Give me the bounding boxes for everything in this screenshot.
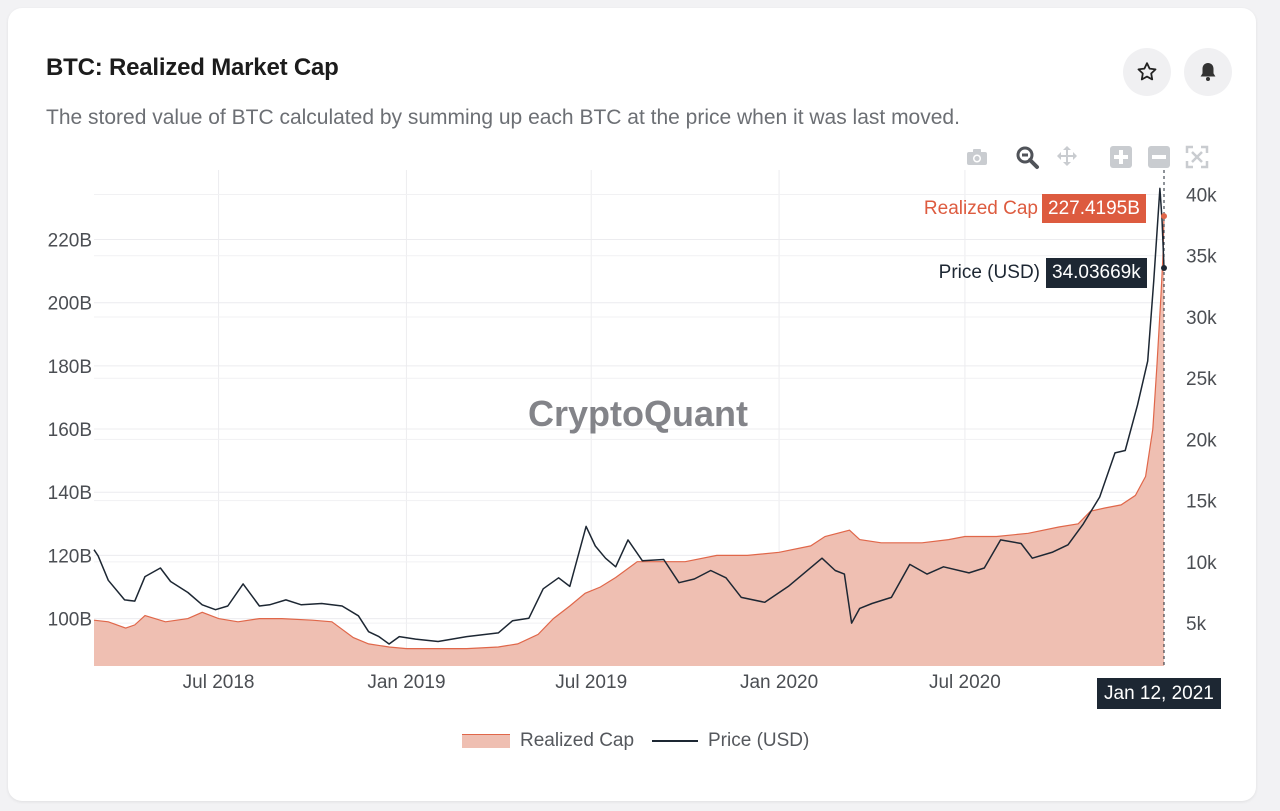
y-left-tick-label: 120B [48,546,92,567]
y-right-tick-label: 15k [1186,492,1217,513]
bell-icon [1200,63,1216,81]
x-tick-label: Jan 2020 [740,672,818,693]
legend-label-price: Price (USD) [708,730,810,751]
zoom-icon[interactable] [1014,144,1040,170]
chart-title: BTC: Realized Market Cap [46,54,339,81]
camera-icon[interactable] [964,144,990,170]
alert-button[interactable] [1184,48,1232,96]
y-right-tick-label: 30k [1186,308,1217,329]
price-tooltip-value: 34.03669k [1046,258,1147,288]
y-right-tick-label: 25k [1186,369,1217,390]
realized-cap-hover-point [1161,213,1167,220]
watermark: CryptoQuant [528,393,748,434]
x-tick-label: Jul 2020 [929,672,1001,693]
y-left-tick-label: 100B [48,610,92,631]
x-tick-label: Jan 2019 [367,672,445,693]
y-right-tick-label: 20k [1186,430,1217,451]
y-left-tick-label: 140B [48,483,92,504]
star-icon [1137,62,1157,81]
legend-swatch-price [652,740,698,742]
y-left-tick-label: 200B [48,294,92,315]
y-right-tick-label: 10k [1186,553,1217,574]
price-line [93,187,1165,645]
date-tooltip: Jan 12, 2021 [1097,678,1221,709]
y-left-tick-label: 220B [48,231,92,252]
zoom-in-icon[interactable] [1108,144,1134,170]
y-right-tick-label: 5k [1186,614,1207,635]
price-tooltip-label: Price (USD) [938,262,1040,283]
x-tick-label: Jul 2019 [555,672,627,693]
legend-item-price[interactable]: Price (USD) [652,730,809,752]
x-tick-label: Jul 2018 [183,672,255,693]
y-left-tick-label: 160B [48,420,92,441]
price-hover-point [1161,264,1167,271]
zoom-out-icon[interactable] [1146,144,1172,170]
pan-icon[interactable] [1054,144,1080,170]
chart-card [8,8,1256,801]
realized-cap-area [94,216,1164,666]
legend-label-realized-cap: Realized Cap [520,730,635,751]
chart-subtitle: The stored value of BTC calculated by su… [46,106,960,129]
autoscale-icon[interactable] [1184,144,1210,170]
legend-item-realized-cap[interactable]: Realized Cap [462,730,634,752]
y-right-tick-label: 40k [1186,185,1217,206]
realized-cap-tooltip-value: 227.4195B [1042,194,1146,223]
chart-toolbar [960,144,1220,170]
realized-cap-tooltip-label: Realized Cap [923,198,1038,219]
y-left-tick-label: 180B [48,357,92,378]
realized-cap-line [93,216,1165,650]
y-right-tick-label: 35k [1186,247,1217,268]
favorite-button[interactable] [1123,48,1171,96]
legend-swatch-realized-cap [462,734,510,748]
